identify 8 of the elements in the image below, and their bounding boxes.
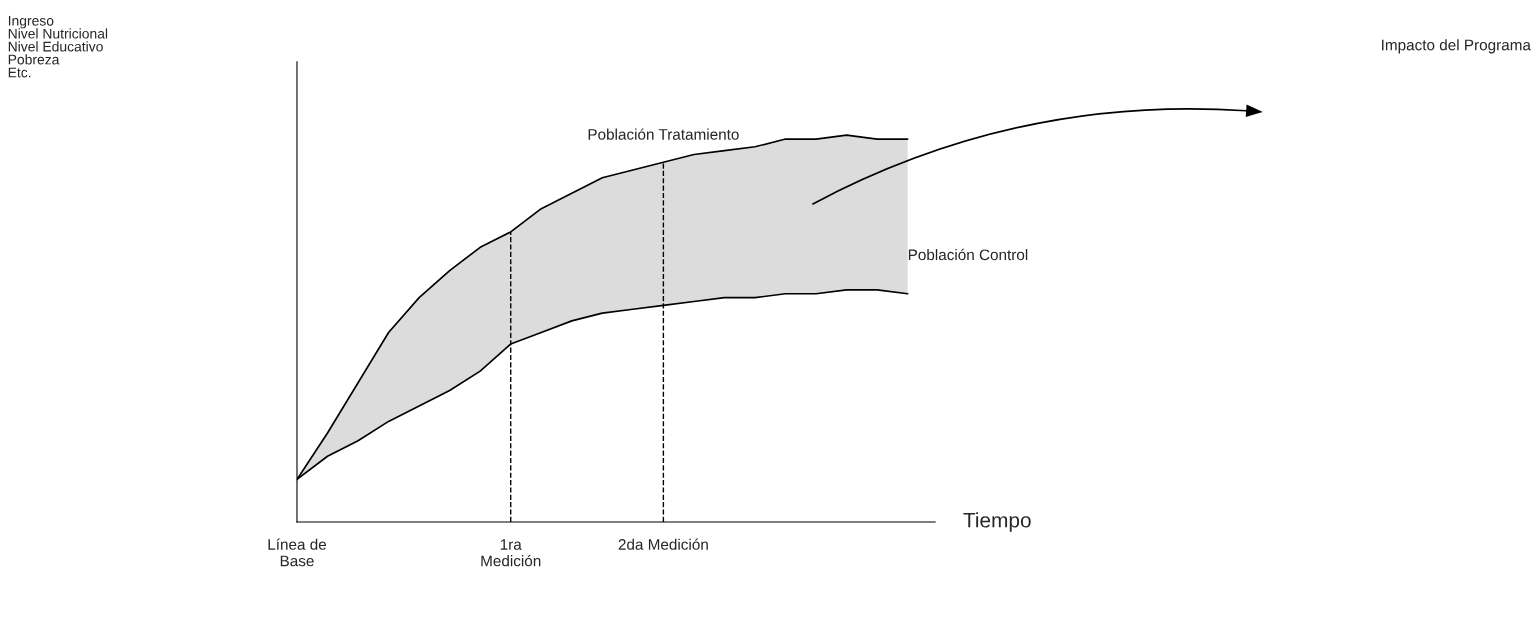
x-axis-title: Tiempo bbox=[963, 512, 1031, 532]
x-tick-label: 1ra Medición bbox=[481, 539, 541, 567]
text: Impacto del Programa bbox=[1382, 39, 1531, 54]
text: Ingreso Nivel Nutricional Nivel Educativo Pobreza Etc. bbox=[8, 15, 108, 78]
series-label: Población Tratamiento bbox=[588, 128, 739, 140]
x-tick-label: 2da Medición bbox=[618, 538, 708, 550]
text: Población Control bbox=[908, 248, 1028, 261]
x-tick-label: Línea de Base bbox=[268, 538, 327, 567]
